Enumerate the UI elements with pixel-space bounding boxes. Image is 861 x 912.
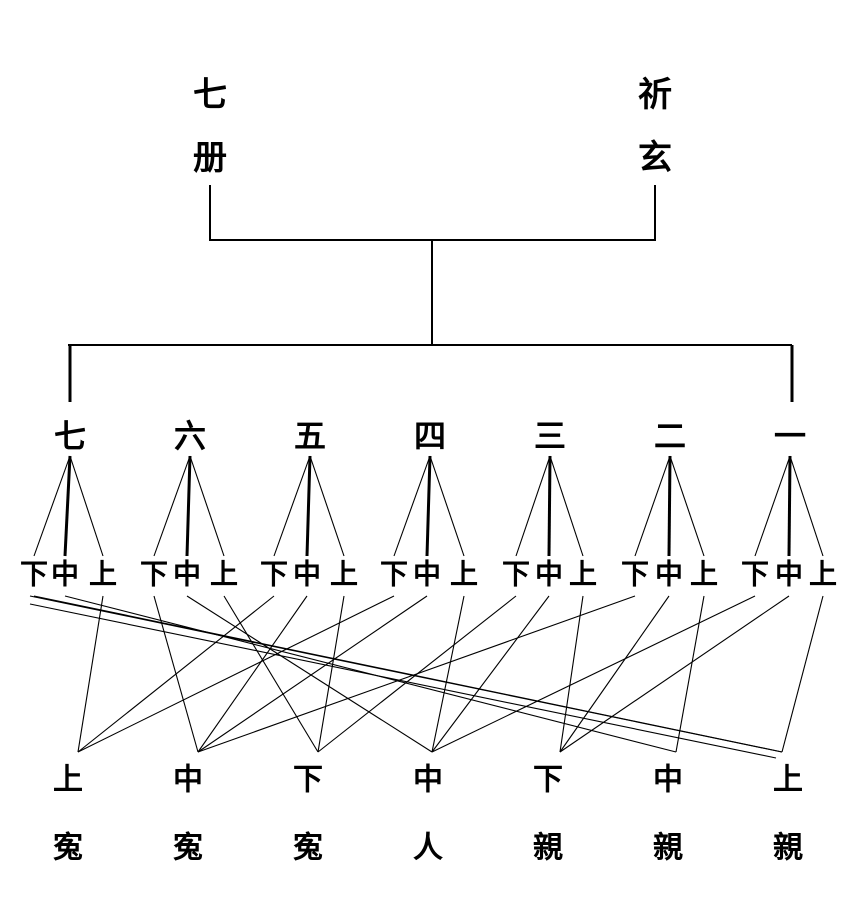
cross-3-zhong-to-bottom-4 [431,595,550,753]
cross-3-shang-to-bottom-5 [559,595,584,753]
branch-3-zhong [547,455,552,557]
branch-1-xia [754,455,791,557]
bottom-3-kind: 寃 [293,831,323,866]
number-3: 三 [534,417,566,455]
cross-7-shang-to-bottom-1 [77,595,104,753]
branch-5-zhong [305,455,312,557]
group-6-sub-zhong: 中 [173,558,201,591]
top-right-char-1: 祈 [638,75,672,115]
branch-3-shang [549,455,584,557]
number-5: 五 [294,417,326,455]
bottom-7-rank: 上 [773,763,803,798]
bottom-6-rank: 中 [653,763,683,798]
bottom-5-kind: 親 [533,831,563,866]
cross-6-shang-to-bottom-3 [223,595,319,753]
cross-1-zhong-to-bottom-5 [559,595,790,753]
group-7-sub-zhong: 中 [51,558,79,591]
group-1-sub-zhong: 中 [775,558,803,591]
branch-6-xia [153,455,191,557]
bottom-2-rank: 中 [173,763,203,798]
group-2-sub-xia: 下 [621,558,649,591]
cross-1-shang-to-bottom-7 [781,595,824,753]
group-3-sub-shang: 上 [569,558,597,591]
branch-2-xia [634,455,671,557]
number-2: 二 [654,417,686,455]
cross-5-shang-to-bottom-3 [317,595,345,753]
group-6-sub-shang: 上 [210,558,238,591]
number-4: 四 [414,417,446,455]
group-5-sub-xia: 下 [260,558,288,591]
group-5-sub-shang: 上 [330,558,358,591]
cross-4-zhong-to-bottom-2 [197,595,428,753]
branch-1-zhong [787,455,792,557]
branch-1-shang [789,455,824,557]
cross-double-line-a [29,595,783,753]
group-3-sub-zhong: 中 [535,558,563,591]
group-1-sub-shang: 上 [809,558,837,591]
branch-5-shang [309,455,345,557]
number-7: 七 [54,417,86,455]
group-2-sub-shang: 上 [690,558,718,591]
group-3-sub-xia: 下 [502,558,530,591]
number-6: 六 [174,417,206,455]
top-left-char-2: 册 [193,138,227,178]
group-7-sub-shang: 上 [89,558,117,591]
sub-labels-row: 下 中 上 下 中 上 下 中 上 下 中 上 下 中 上 下 中 上 下 中 … [20,558,837,591]
cross-lines [29,595,824,759]
cross-4-shang-to-bottom-4 [431,595,465,753]
bottom-1-rank: 上 [53,763,83,798]
branch-6-zhong [185,455,192,557]
branch-6-shang [189,455,225,557]
cross-5-zhong-to-bottom-2 [197,595,308,753]
top-right-char-2: 玄 [638,138,672,178]
bottom-7-kind: 親 [773,831,803,866]
branch-7-xia [33,455,71,557]
top-left-char-1: 七 [193,75,227,115]
group-4-sub-shang: 上 [450,558,478,591]
bottom-3-rank: 下 [293,763,323,798]
branch-2-zhong [667,455,672,557]
cross-4-xia-to-bottom-1 [77,595,395,753]
group-4-sub-xia: 下 [380,558,408,591]
cross-6-zhong-to-bottom-4 [186,595,433,753]
branch-4-zhong [425,455,432,557]
branch-4-shang [429,455,465,557]
bottom-row: 上 寃 中 寃 下 寃 中 人 下 親 中 親 上 親 [53,763,803,866]
branch-7-zhong [63,455,72,557]
cross-2-zhong-to-bottom-5 [559,595,670,753]
bottom-6-kind: 親 [653,831,683,866]
branch-3-xia [515,455,551,557]
bottom-2-kind: 寃 [173,831,203,866]
branch-7-shang [69,455,104,557]
cross-2-xia-to-bottom-2 [197,595,636,753]
cross-5-xia-to-bottom-1 [77,595,275,753]
bottom-5-rank: 下 [533,763,563,798]
group-6-sub-xia: 下 [140,558,168,591]
cross-1-xia-to-bottom-4 [431,595,756,753]
group-2-sub-zhong: 中 [655,558,683,591]
top-bracket [209,185,656,345]
branch-lines [33,455,824,557]
group-1-sub-xia: 下 [741,558,769,591]
branch-4-xia [393,455,431,557]
bottom-4-kind: 人 [413,831,443,866]
group-7-sub-xia: 下 [20,558,48,591]
numbers-row: 七 六 五 四 三 二 一 [54,417,806,455]
branch-2-shang [669,455,705,557]
group-5-sub-zhong: 中 [293,558,321,591]
group-4-sub-zhong: 中 [413,558,441,591]
bottom-4-rank: 中 [413,763,443,798]
cross-2-shang-to-bottom-6 [675,595,705,753]
number-1: 一 [774,417,806,455]
branch-5-xia [273,455,311,557]
bottom-1-kind: 寃 [53,831,83,866]
cross-double-line-b [29,603,777,759]
